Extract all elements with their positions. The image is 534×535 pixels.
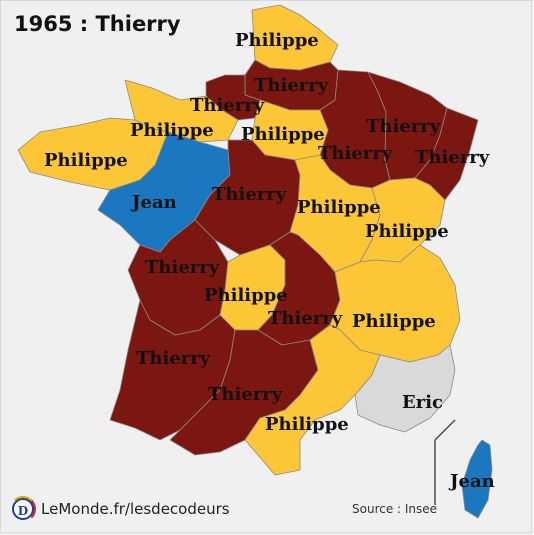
lemonde-decodeurs-logo-icon: D: [12, 498, 34, 520]
label-basse-normandie: Philippe: [130, 120, 214, 141]
label-bretagne: Philippe: [44, 150, 128, 171]
label-aquitaine: Thierry: [136, 348, 211, 369]
label-picardie: Thierry: [254, 75, 329, 96]
label-rhone-alpes: Philippe: [352, 311, 436, 332]
label-idf: Philippe: [241, 124, 325, 145]
label-centre: Thierry: [212, 184, 287, 205]
label-midi-pyrenees: Thierry: [208, 384, 283, 405]
label-haute-normandie: Thierry: [190, 95, 265, 116]
label-alsace: Thierry: [415, 147, 490, 168]
label-corse: Jean: [448, 471, 495, 492]
label-languedoc: Philippe: [265, 414, 349, 435]
label-lorraine: Thierry: [366, 116, 441, 137]
label-paca: Eric: [402, 392, 443, 413]
logo-ring-icon: [10, 496, 36, 522]
label-champagne: Thierry: [318, 143, 393, 164]
brand-link[interactable]: LeMonde.fr/lesdecodeurs: [41, 500, 230, 518]
label-nord: Philippe: [235, 30, 319, 51]
corsica-inset-divider: [434, 419, 456, 505]
region-paca[interactable]: [354, 344, 456, 433]
label-limousin: Philippe: [204, 285, 288, 306]
label-poitou-charentes: Thierry: [145, 257, 220, 278]
source-note: Source : Insee: [352, 502, 438, 516]
label-pays-de-la-loire: Jean: [130, 192, 177, 213]
label-auvergne: Thierry: [268, 308, 343, 329]
label-franche-comte: Philippe: [365, 221, 449, 242]
map-title: 1965 : Thierry: [14, 12, 181, 36]
label-bourgogne: Philippe: [297, 197, 381, 218]
region-languedoc[interactable]: [244, 324, 381, 476]
region-corse[interactable]: [461, 439, 493, 519]
